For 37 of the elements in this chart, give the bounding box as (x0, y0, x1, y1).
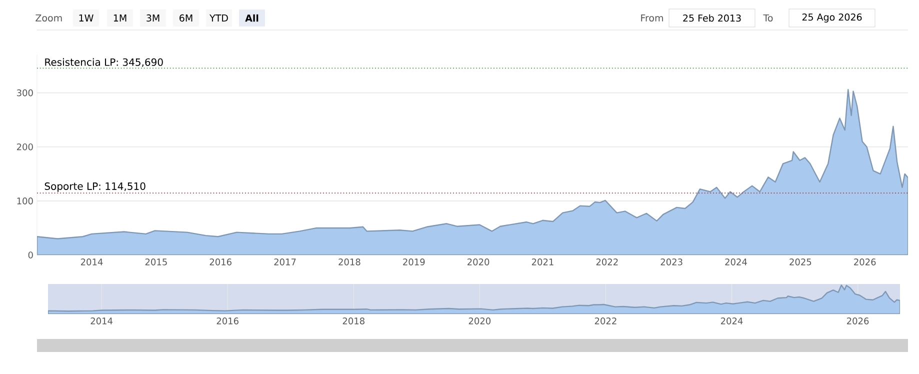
text: 25 Feb 2013 (683, 14, 741, 22)
text: 1M (114, 14, 126, 22)
x-tick-label: 2019 (403, 258, 425, 266)
text: From (641, 14, 663, 22)
ref-line-label: Resistencia LP: 345,690 (45, 58, 163, 67)
x-tick-label: 2024 (720, 318, 743, 324)
text: To (763, 14, 773, 22)
x-tick-label: 2016 (216, 318, 238, 324)
y-tick-label: 0 (28, 252, 33, 258)
x-tick-label: 2026 (854, 258, 876, 266)
x-tick-label: 2014 (90, 318, 113, 324)
x-tick-label: 2017 (274, 258, 296, 266)
x-tick-label: 2015 (145, 258, 167, 266)
text: All (245, 14, 258, 22)
text: 1W (79, 14, 94, 22)
x-tick-label: 2018 (342, 318, 364, 324)
y-tick-label: 300 (16, 89, 33, 96)
x-tick-label: 2024 (725, 258, 747, 266)
text: 25 Ago 2026 (802, 13, 862, 22)
x-tick-label: 2020 (468, 318, 491, 324)
text: YTD (210, 14, 228, 22)
text: Zoom (36, 14, 62, 22)
y-tick-label: 100 (17, 198, 33, 204)
y-tick-label: 200 (16, 143, 33, 150)
x-tick-label: 2023 (660, 258, 682, 266)
x-tick-label: 2022 (594, 318, 616, 324)
text: 6M (180, 14, 192, 22)
text: 3M (146, 14, 160, 22)
x-tick-label: 2016 (210, 258, 232, 266)
x-tick-label: 2020 (468, 258, 490, 266)
x-tick-label: 2022 (596, 258, 618, 266)
ref-line-label: Soporte LP: 114,510 (44, 182, 146, 192)
x-tick-label: 2021 (532, 258, 554, 266)
x-tick-label: 2025 (790, 258, 812, 266)
x-tick-label: 2026 (846, 318, 869, 324)
x-tick-label: 2018 (338, 258, 360, 266)
x-tick-label: 2014 (80, 258, 103, 266)
